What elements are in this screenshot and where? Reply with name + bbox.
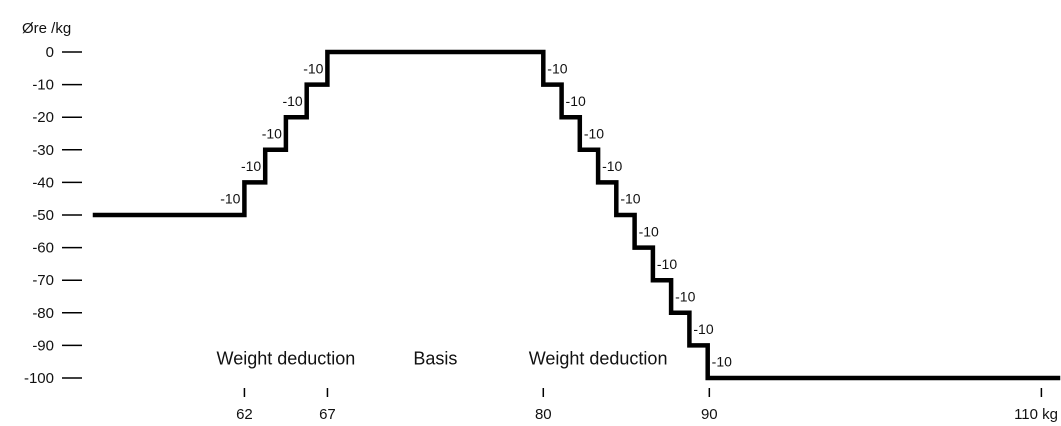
step-label: -10	[303, 60, 323, 76]
step-label: -10	[241, 158, 261, 174]
step-label: -10	[566, 93, 586, 109]
region-labels: Weight deduction Basis Weight deduction	[217, 348, 668, 368]
y-tick-label: -80	[32, 305, 54, 322]
step-label: -10	[620, 191, 640, 207]
step-label: -10	[262, 126, 282, 142]
x-tick-label: 67	[319, 406, 336, 423]
step-label: -10	[693, 321, 713, 337]
y-tick-label: -20	[32, 109, 54, 126]
region-label: Basis	[413, 348, 457, 368]
step-label: -10	[584, 126, 604, 142]
step-label: -10	[220, 191, 240, 207]
x-tick-label: 110 kg	[1014, 406, 1058, 423]
step-label: -10	[675, 289, 695, 305]
y-tick-label: -70	[32, 272, 54, 289]
region-label: Weight deduction	[529, 348, 668, 368]
step-annotations: -10-10-10-10-10 -10-10-10-10-10-10-10-10-…	[220, 60, 732, 369]
y-tick-label: 0	[46, 44, 54, 61]
x-axis-ticks: 62 67 80 90 110 kg	[236, 388, 1058, 423]
y-tick-label: -90	[32, 337, 54, 354]
x-tick-label: 80	[535, 406, 552, 423]
step-label: -10	[547, 60, 567, 76]
y-tick-label: -50	[32, 207, 54, 224]
y-tick-label: -60	[32, 240, 54, 257]
x-tick-label: 62	[236, 406, 253, 423]
series-line	[92, 49, 1061, 381]
step-label: -10	[657, 256, 677, 272]
x-tick-label: 90	[701, 406, 718, 423]
y-tick-label: -100	[24, 370, 54, 387]
y-tick-label: -40	[32, 174, 54, 191]
y-axis-ticks: 0 -10 -20 -30 -40 -50 -60 -70 -80 -90 -100	[24, 44, 82, 387]
y-tick-label: -30	[32, 142, 54, 159]
step-label: -10	[712, 354, 732, 370]
step-label: -10	[639, 223, 659, 239]
step-label: -10	[282, 93, 302, 109]
y-tick-label: -10	[32, 77, 54, 94]
series-layer	[92, 49, 1061, 381]
step-label: -10	[602, 158, 622, 174]
region-label: Weight deduction	[217, 348, 356, 368]
y-axis-unit-label: Øre /kg	[22, 20, 71, 37]
